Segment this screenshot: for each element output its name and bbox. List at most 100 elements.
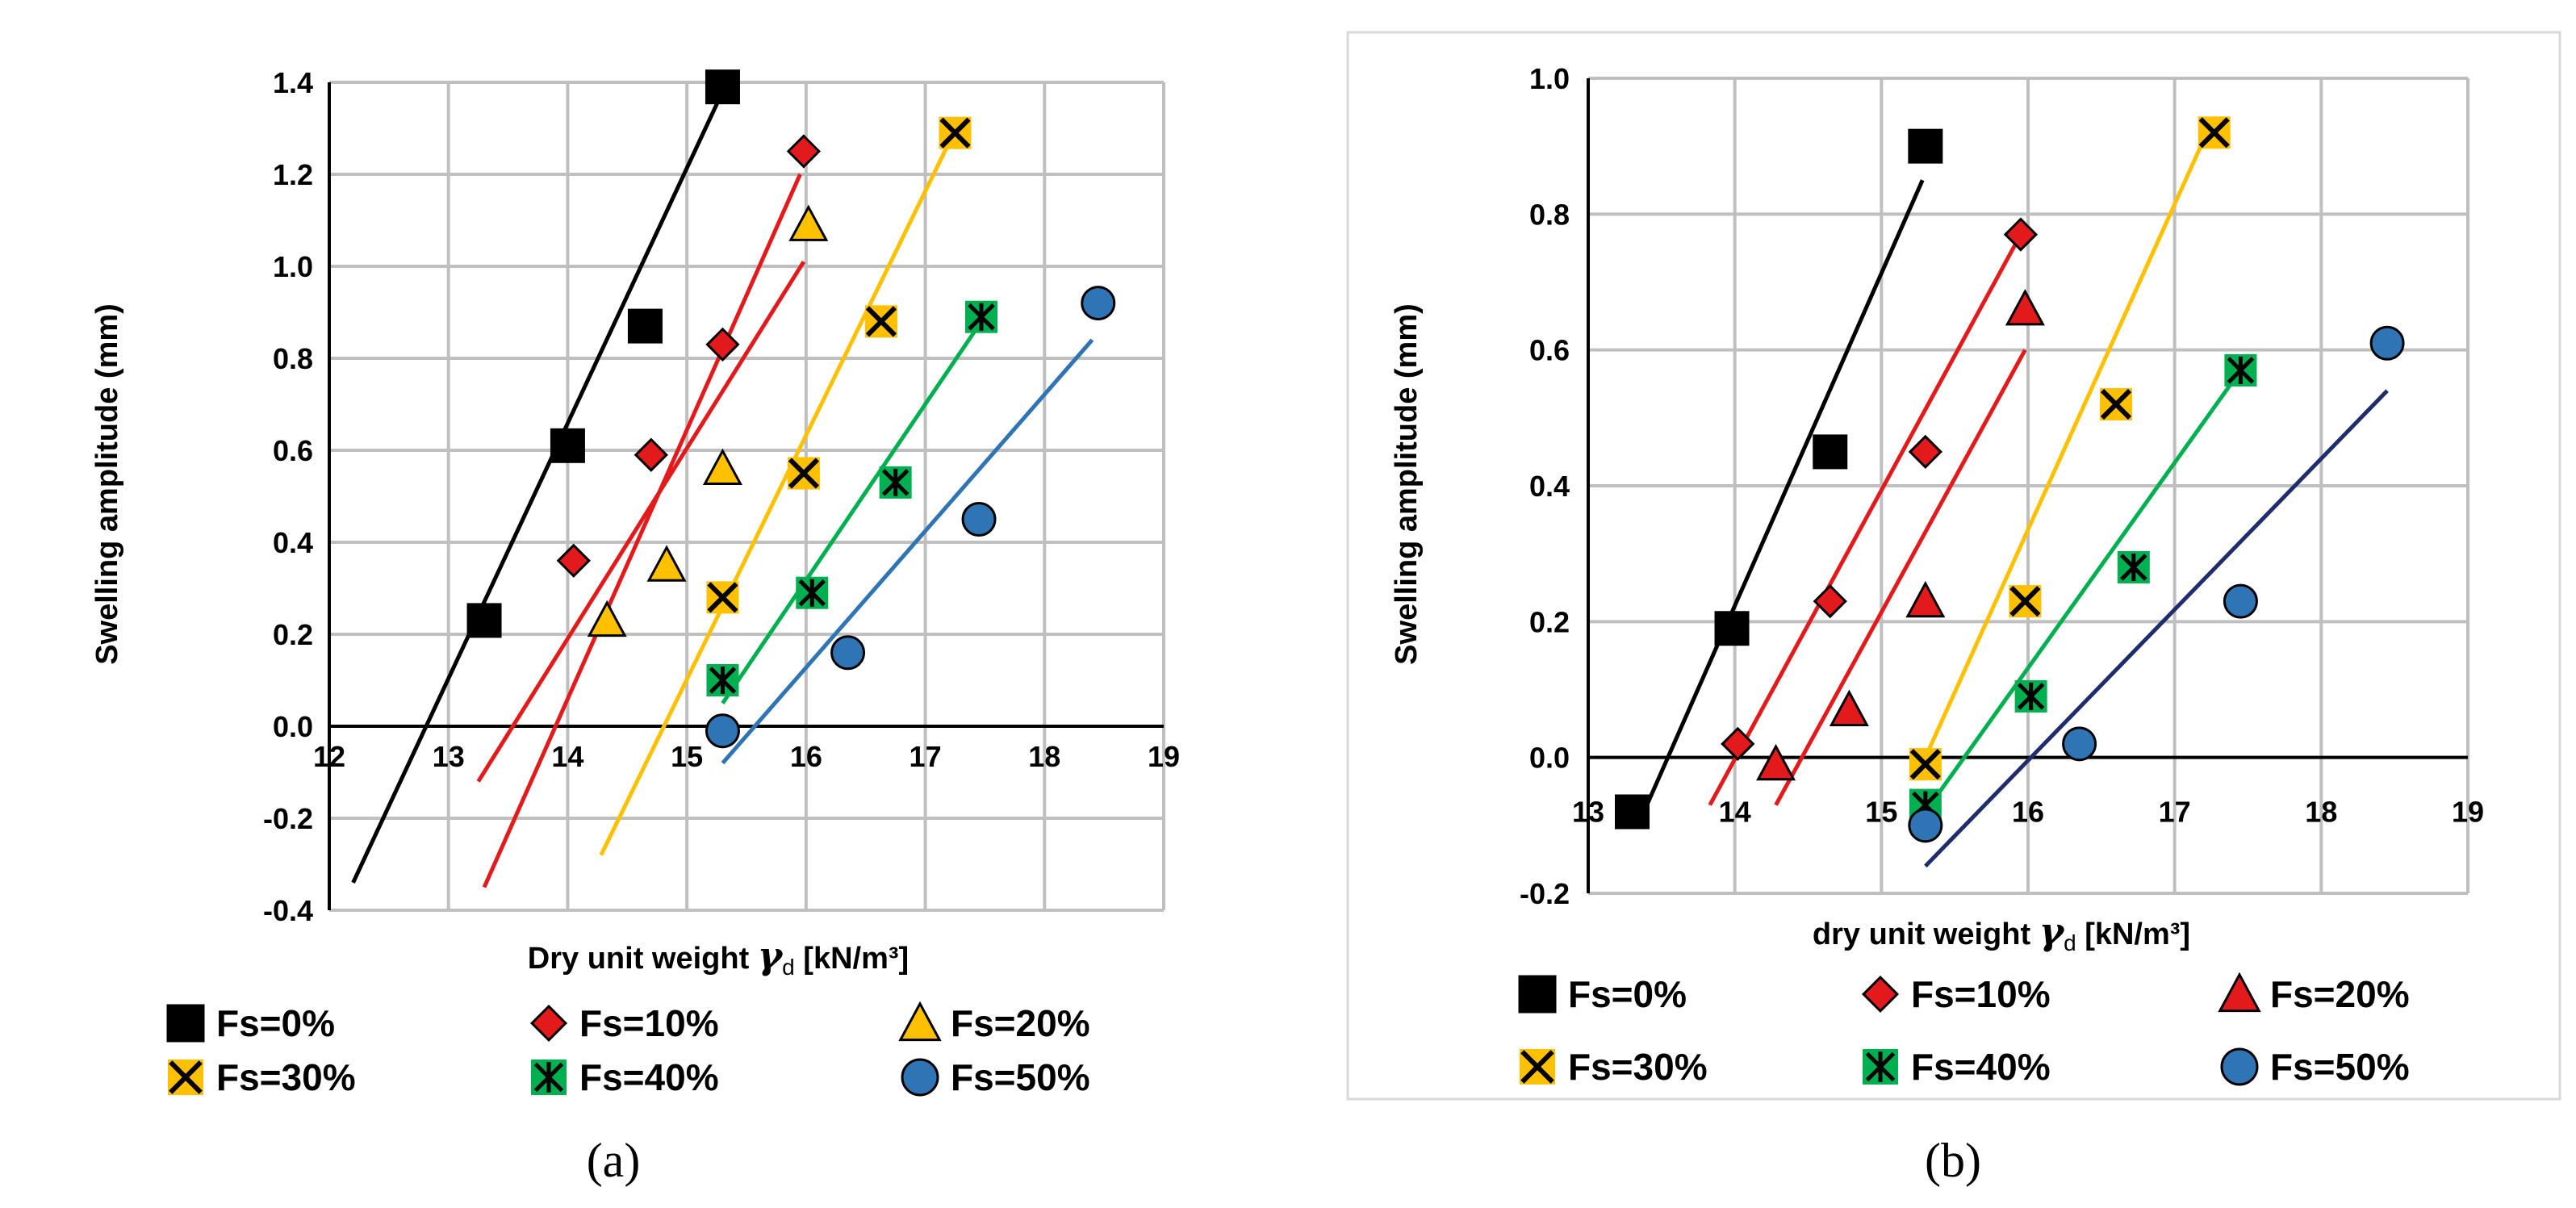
data-point [2369, 325, 2405, 361]
x-tick-label: 18 [1028, 740, 1060, 773]
legend-marker [1520, 1049, 1555, 1085]
trend-line-30pct [1923, 132, 2209, 759]
legend-marker [2220, 1047, 2259, 1086]
x-axis-title-unit: [kN/m³] [795, 942, 909, 976]
data-point [705, 327, 740, 362]
data-point [706, 581, 739, 614]
data-point [1714, 611, 1750, 646]
data-point [2117, 551, 2150, 583]
data-point [2198, 116, 2231, 149]
data-point [2003, 217, 2039, 252]
y-tick-label: 0.0 [273, 710, 313, 743]
legend-marker [531, 1060, 567, 1095]
legend-item: Fs=30% [1520, 1046, 1708, 1088]
x-tick-label: 15 [1865, 796, 1897, 829]
x-tick-label: 18 [2305, 796, 2337, 829]
chart-panel-a: -0.4 -0.2 0.0 0.2 0.4 0.6 0.8 1.0 1.2 1.4 12 13 14 15… [90, 66, 1180, 1098]
data-point [879, 466, 912, 499]
data-point [830, 635, 866, 671]
legend-label: Fs=20% [951, 1002, 1090, 1044]
y-tick-label: 0.2 [273, 618, 313, 651]
x-axis-title-prefix: Dry unit weight [528, 942, 758, 976]
legend-item: Fs=10% [1861, 973, 2051, 1015]
legend-marker [1861, 975, 1900, 1014]
data-point [1813, 434, 1848, 470]
data-point [1081, 286, 1116, 321]
legend-label: Fs=10% [579, 1002, 719, 1044]
y-tick-label: -0.2 [1520, 877, 1570, 910]
data-point [1908, 434, 1942, 470]
x-axis-title-symbol: γ [2039, 909, 2066, 953]
series-20pct [1756, 289, 2045, 781]
y-tick-label: 0.8 [273, 342, 313, 375]
data-point [556, 543, 591, 578]
data-point [634, 437, 668, 472]
x-tick-label: 19 [1148, 740, 1180, 773]
data-point [705, 69, 740, 105]
x-tick-label: 17 [910, 740, 942, 773]
data-point [2223, 583, 2258, 619]
data-point [1909, 748, 1942, 781]
series-20pct [587, 204, 829, 637]
data-point [705, 713, 740, 749]
legend-label: Fs=0% [1568, 973, 1687, 1015]
trend-line-10pct [476, 260, 806, 783]
legend-label: Fs=50% [2270, 1046, 2410, 1088]
trend-lines [351, 90, 1094, 888]
legend-label: Fs=40% [1911, 1046, 2051, 1088]
data-point [646, 545, 687, 582]
trend-line-0pct [1641, 179, 1925, 813]
y-tick-label: 0.2 [1529, 605, 1570, 638]
y-axis-title: Swelling amplitude (mm) [90, 303, 124, 665]
legend-item: Fs=0% [166, 1002, 335, 1044]
y-tick-label: 1.2 [273, 158, 313, 191]
x-axis-title: dry unit weight γd [kN/m³] [1813, 909, 2190, 955]
data-point [627, 308, 663, 344]
trend-line-0pct [351, 90, 725, 884]
legend-label: Fs=50% [951, 1056, 1090, 1098]
data-point [2224, 353, 2257, 387]
trend-line-10pct [482, 173, 802, 888]
data-point [788, 204, 829, 241]
panel-b-label: (b) [1925, 1134, 1981, 1187]
x-tick-label: 13 [1572, 796, 1604, 829]
legend-marker [1863, 1049, 1898, 1085]
legend-marker [166, 1004, 205, 1043]
series-0pct [466, 69, 740, 638]
data-point [2009, 585, 2042, 618]
chart-panel-b: -0.2 0.0 0.2 0.4 0.6 0.8 1.0 13 14 15 16 17 18 19 Swel… [1390, 62, 2484, 1088]
data-point [786, 134, 822, 169]
gridlines [328, 81, 1165, 912]
data-point [1756, 743, 1796, 781]
panel-a-label: (a) [587, 1134, 641, 1187]
trend-line-50pct [721, 338, 1094, 765]
data-point [787, 457, 820, 490]
data-point [550, 428, 585, 463]
legend-marker [1518, 975, 1557, 1014]
data-point [1829, 689, 1869, 726]
legend-item: Fs=20% [2218, 972, 2410, 1015]
y-axis-title: Swelling amplitude (mm) [1390, 303, 1424, 665]
data-point [961, 502, 997, 537]
panel-b-frame [1346, 31, 2561, 1101]
x-tick-label: 19 [2452, 796, 2484, 829]
data-point [702, 448, 742, 485]
data-point [964, 300, 997, 333]
x-axis-title-subscript: d [782, 955, 795, 980]
trend-line-40pct [1923, 369, 2243, 813]
y-tick-label: -0.2 [263, 802, 313, 835]
data-point [939, 116, 972, 149]
series-10pct [556, 134, 822, 578]
trend-line-40pct [721, 320, 984, 704]
x-tick-label: 14 [551, 740, 583, 773]
series-30pct [706, 116, 972, 614]
x-axis-title-prefix: dry unit weight [1813, 917, 2039, 951]
x-tick-label: 12 [313, 740, 345, 773]
legend-label: Fs=20% [2270, 973, 2410, 1015]
x-tick-label: 16 [790, 740, 822, 773]
data-point [1615, 794, 1650, 830]
legend-item: Fs=0% [1518, 973, 1687, 1015]
trend-line-30pct [599, 136, 954, 856]
data-point [1813, 583, 1847, 619]
y-tick-label: 0.0 [1529, 742, 1570, 775]
